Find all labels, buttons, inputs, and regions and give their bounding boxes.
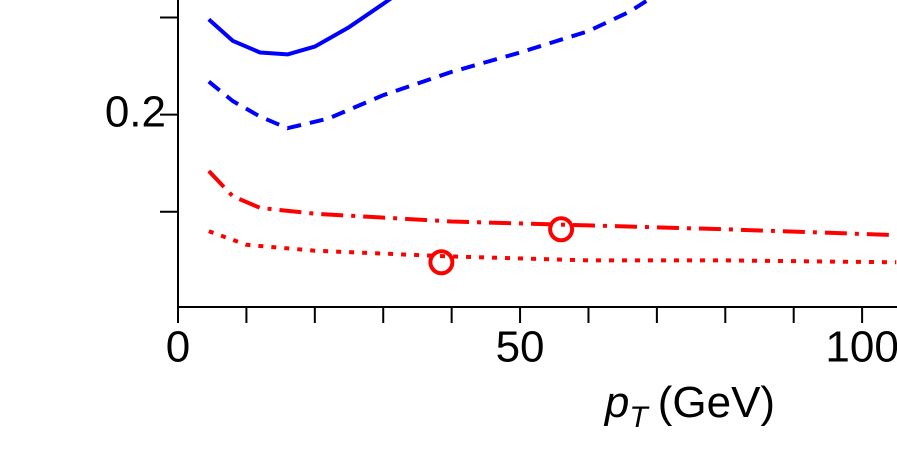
marker: [428, 249, 455, 276]
curve: [207, 0, 393, 57]
curve: [208, 229, 897, 265]
y-tick-label: 0.2: [105, 87, 166, 136]
x-label-symbol: p: [603, 378, 629, 427]
plot-area: [207, 0, 897, 276]
curve: [207, 169, 897, 238]
x-label-subscript: T: [629, 401, 650, 434]
x-tick-label: 0: [166, 323, 190, 372]
x-axis-label: pT (GeV): [603, 378, 775, 434]
marker: [548, 216, 575, 243]
curve: [207, 0, 652, 131]
x-tick-label: 100: [825, 323, 897, 372]
x-label-unit: (GeV): [658, 378, 775, 427]
x-tick-label: 50: [496, 323, 545, 372]
